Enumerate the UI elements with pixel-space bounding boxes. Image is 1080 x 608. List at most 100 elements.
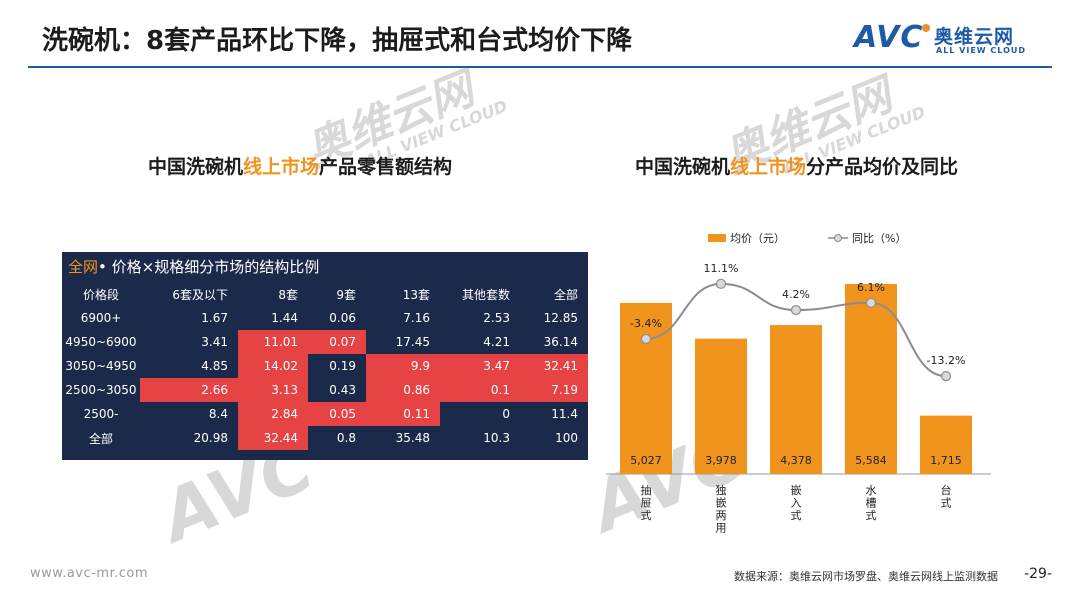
category-label: 屉 bbox=[641, 497, 652, 510]
title-post: 产品零售额结构 bbox=[319, 156, 453, 178]
logo-dot-icon bbox=[922, 24, 930, 32]
table-cell: 32.44 bbox=[238, 426, 308, 450]
page-number: -29- bbox=[1024, 566, 1052, 582]
table-cell: 0.11 bbox=[366, 402, 440, 426]
column-header: 9套 bbox=[336, 287, 356, 302]
yoy-point bbox=[790, 304, 802, 316]
category-label: 嵌 bbox=[716, 497, 727, 510]
bar-value-label: 5,584 bbox=[855, 454, 887, 467]
legend-bar-swatch bbox=[708, 234, 726, 242]
table-cell: 10.3 bbox=[483, 431, 510, 445]
yoy-value-label: -13.2% bbox=[927, 354, 966, 367]
category-label: 用 bbox=[716, 522, 727, 535]
table-title-highlight: 全网 bbox=[68, 258, 99, 276]
table-cell: 0.06 bbox=[329, 311, 356, 325]
bar bbox=[770, 325, 822, 474]
yoy-point bbox=[715, 278, 727, 289]
table-cell: 4.21 bbox=[483, 335, 510, 349]
table-cell: 2.53 bbox=[483, 311, 510, 325]
title-highlight: 线上市场 bbox=[243, 156, 320, 178]
table-title: 全网• 价格×规格细分市场的结构比例 bbox=[62, 252, 588, 282]
yoy-point bbox=[940, 371, 952, 382]
legend-line-marker bbox=[834, 234, 842, 242]
header-divider bbox=[28, 66, 1052, 68]
column-header: 6套及以下 bbox=[172, 287, 228, 302]
table-cell: 36.14 bbox=[543, 335, 578, 349]
category-label: 抽 bbox=[641, 483, 652, 497]
table-row: 4950~6900 3.41 11.01 0.07 17.45 4.21 36.14 bbox=[62, 330, 588, 354]
column-header: 13套 bbox=[402, 287, 430, 302]
table-cell: 3.13 bbox=[238, 378, 308, 402]
bar-value-label: 4,378 bbox=[780, 454, 812, 467]
table-cell: 0.86 bbox=[366, 378, 440, 402]
column-header: 价格段 bbox=[82, 287, 119, 302]
category-label: 台 bbox=[941, 483, 952, 497]
row-label: 6900+ bbox=[80, 311, 122, 325]
table-cell: 100 bbox=[555, 431, 578, 445]
table-cell: 17.45 bbox=[395, 335, 430, 349]
yoy-value-label: 6.1% bbox=[857, 281, 885, 294]
logo-avc-text: AVC bbox=[854, 20, 924, 55]
table-cell: 8.4 bbox=[208, 407, 228, 421]
yoy-value-label: -3.4% bbox=[630, 317, 662, 330]
table-cell: 4.85 bbox=[201, 359, 228, 373]
category-label: 式 bbox=[866, 509, 877, 522]
table-cell: 3.47 bbox=[440, 354, 520, 378]
bar bbox=[920, 415, 972, 474]
table-cell: 3.41 bbox=[201, 335, 228, 349]
table-cell: 0.1 bbox=[440, 378, 520, 402]
table-cell: 32.41 bbox=[520, 354, 588, 378]
table-cell: 0.19 bbox=[329, 359, 356, 373]
table-cell: 2.66 bbox=[140, 378, 238, 402]
right-section-title: 中国洗碗机线上市场分产品均价及同比 bbox=[635, 152, 958, 179]
logo-cn-text: 奥维云网 bbox=[934, 26, 1015, 48]
category-label: 入 bbox=[791, 497, 802, 510]
category-label: 两 bbox=[716, 509, 727, 522]
table-title-text: • 价格×规格细分市场的结构比例 bbox=[98, 258, 320, 276]
table-cell: 14.02 bbox=[238, 354, 308, 378]
title-pre: 中国洗碗机 bbox=[148, 156, 244, 178]
bar bbox=[695, 338, 747, 474]
bar bbox=[620, 302, 672, 474]
structure-table: 全网• 价格×规格细分市场的结构比例 价格段 6套及以下 8套 9套 13套 其他套数 全部… bbox=[62, 252, 588, 460]
column-header: 其他套数 bbox=[461, 287, 510, 302]
table-header-row: 价格段 6套及以下 8套 9套 13套 其他套数 全部 bbox=[62, 282, 588, 306]
title-pre: 中国洗碗机 bbox=[635, 156, 731, 178]
table-cell: 0.43 bbox=[329, 383, 356, 397]
table-row: 全部 20.98 32.44 0.8 35.48 10.3 100 bbox=[62, 426, 588, 450]
logo-en-text: ALL VIEW CLOUD bbox=[936, 46, 1027, 55]
category-label: 嵌 bbox=[791, 484, 802, 497]
site-url: www.avc-mr.com bbox=[30, 566, 149, 581]
bar-value-label: 3,978 bbox=[705, 454, 737, 467]
category-label: 式 bbox=[791, 509, 802, 522]
table-cell: 11.4 bbox=[551, 407, 578, 421]
structure-grid: 价格段 6套及以下 8套 9套 13套 其他套数 全部 6900+ 1.67 1.44 0.06 7.… bbox=[62, 282, 588, 450]
yoy-point bbox=[640, 333, 652, 345]
table-cell: 1.67 bbox=[201, 311, 228, 325]
page-title: 洗碗机：8套产品环比下降，抽屉式和台式均价下降 bbox=[42, 26, 633, 56]
row-label: 2500~3050 bbox=[65, 383, 137, 397]
data-source: 数据来源：奥维云网市场罗盘、奥维云网线上监测数据 bbox=[734, 570, 998, 583]
row-label: 4950~6900 bbox=[65, 335, 137, 349]
row-label: 2500- bbox=[83, 407, 119, 421]
table-cell: 2.84 bbox=[238, 402, 308, 426]
table-cell: 0.05 bbox=[308, 402, 366, 426]
yoy-value-label: 11.1% bbox=[704, 262, 739, 275]
legend-bar-label: 均价（元） bbox=[730, 232, 785, 245]
table-cell: 0.8 bbox=[336, 431, 356, 445]
table-cell: 11.01 bbox=[238, 330, 308, 354]
category-label: 式 bbox=[941, 497, 952, 510]
table-cell: 7.16 bbox=[403, 311, 430, 325]
left-section-title: 中国洗碗机线上市场产品零售额结构 bbox=[148, 152, 452, 179]
table-cell: 0.07 bbox=[308, 330, 366, 354]
column-header: 全部 bbox=[553, 287, 578, 302]
title-highlight: 线上市场 bbox=[730, 156, 807, 178]
category-label: 式 bbox=[641, 509, 652, 522]
table-cell: 0 bbox=[502, 407, 510, 421]
table-cell: 35.48 bbox=[395, 431, 430, 445]
price-yoy-chart: 均价（元） 同比（%）5,027抽屉式3,978独嵌两用4,378嵌入式5,584… bbox=[606, 232, 991, 535]
category-label: 槽 bbox=[866, 497, 877, 510]
table-row: 3050~4950 4.85 14.02 0.19 9.9 3.47 32.41 bbox=[62, 354, 588, 378]
yoy-point bbox=[865, 297, 877, 308]
row-label: 3050~4950 bbox=[65, 359, 137, 373]
